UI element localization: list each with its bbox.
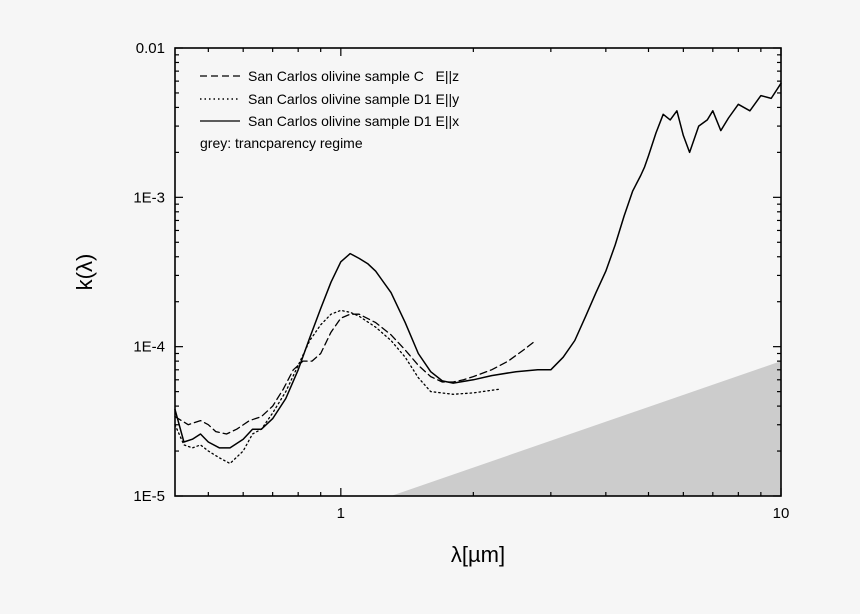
transparency-regime-area [390, 361, 781, 496]
series-layer [174, 82, 782, 465]
y-tick-label: 0.01 [136, 40, 165, 57]
y-tick-label: 1E-5 [133, 488, 165, 505]
x-tick-label: 10 [773, 505, 790, 522]
x-axis-title: λ[µm] [451, 542, 505, 567]
series-line-dashed [174, 313, 535, 435]
series-line-solid [174, 82, 782, 449]
tick-layer: 1E-5 1E-4 1E-3 0.01 1 10 [133, 40, 789, 522]
y-axis-title: k(λ) [72, 254, 97, 291]
legend: San Carlos olivine sample C E||z San Car… [200, 68, 459, 151]
grey-region-note: grey: trancparency regime [200, 135, 363, 151]
legend-label-sample-d1-x: San Carlos olivine sample D1 E||x [248, 113, 459, 129]
series-line-dotted [174, 309, 501, 465]
x-tick-label: 1 [337, 505, 345, 522]
plot-frame [174, 47, 782, 497]
y-tick-label: 1E-3 [133, 189, 165, 206]
legend-label-sample-d1-y: San Carlos olivine sample D1 E||y [248, 91, 459, 107]
y-tick-label: 1E-4 [133, 339, 165, 356]
legend-label-sample-c-z: San Carlos olivine sample C E||z [248, 68, 459, 84]
transparency-regime-polygon [390, 361, 781, 496]
